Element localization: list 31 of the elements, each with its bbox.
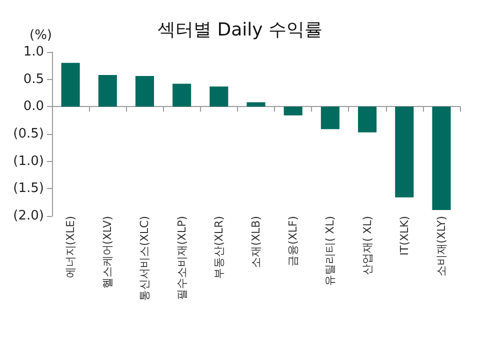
x-tick-label: 소비재(XLY) (434, 216, 448, 277)
y-tick-label: (0.5) (13, 126, 44, 142)
bar (246, 102, 266, 107)
bar (210, 86, 228, 107)
bar (395, 106, 414, 198)
x-tick-label: IT(XLK) (398, 216, 411, 256)
y-tick-label: (1.0) (13, 154, 44, 169)
bar (320, 106, 340, 130)
x-tick-label: 부동산(XLR) (212, 216, 226, 279)
y-tick-label: 1.0 (23, 44, 44, 60)
x-tick-label: 산업재( XL) (360, 216, 374, 275)
x-tick-label: 유틸리티( XL) (324, 216, 337, 286)
bar (358, 106, 377, 132)
x-tick-label: 금융(XLF) (286, 216, 300, 267)
y-tick-label: 0.0 (23, 99, 44, 114)
y-axis-title: (%) (30, 28, 52, 43)
x-tick-label: 소재(XLB) (250, 216, 262, 268)
bar (172, 84, 192, 107)
x-tick-label: 필수소비재(XLP) (175, 216, 188, 300)
y-tick-label: (2.0) (13, 208, 44, 224)
bar (135, 76, 154, 107)
bar (98, 74, 117, 107)
y-tick-label: (1.5) (13, 181, 44, 196)
x-tick-label: 통신서비스(XLC) (138, 216, 152, 301)
bar (284, 106, 302, 116)
bar (432, 106, 451, 210)
bar (61, 62, 80, 107)
y-tick-label: 0.5 (23, 72, 44, 87)
x-tick-label: 헬스케어(XLV) (101, 216, 114, 289)
chart-title: 섹터별 Daily 수익률 (158, 20, 322, 40)
x-tick-label: 에너지(XLE) (64, 216, 78, 278)
